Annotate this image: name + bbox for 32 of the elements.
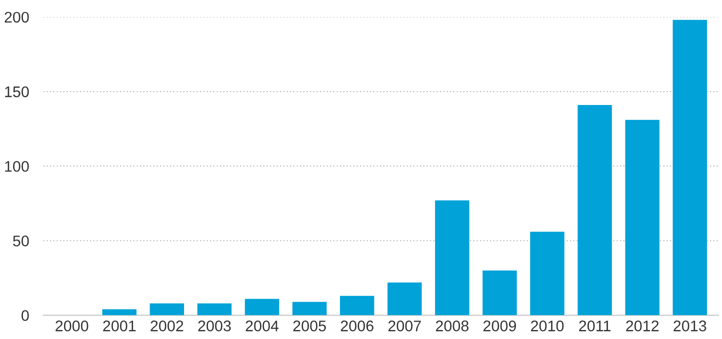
x-tick-label: 2001 — [103, 320, 136, 332]
y-tick-label: 200 — [4, 12, 29, 23]
x-tick-label: 2005 — [293, 320, 326, 332]
y-tick-label: 100 — [5, 160, 29, 172]
bar — [340, 296, 374, 316]
y-tick-label: 0 — [22, 310, 29, 321]
x-tick-label: 2007 — [388, 320, 421, 332]
x-tick-label: 2002 — [150, 320, 184, 332]
bar — [482, 270, 517, 316]
bar — [388, 282, 422, 316]
bar — [150, 303, 184, 316]
x-tick-label: 2006 — [340, 320, 374, 332]
bar — [578, 104, 612, 316]
x-tick-label: 2010 — [531, 320, 564, 332]
x-tick-label: 2003 — [198, 320, 231, 332]
bar — [197, 303, 232, 316]
x-tick-label: 2000 — [56, 320, 88, 332]
bar — [672, 20, 707, 316]
x-tick-label: 2009 — [483, 320, 516, 332]
y-tick-label: 50 — [13, 236, 29, 246]
x-tick-label: 2012 — [626, 320, 659, 332]
x-tick-label: 2008 — [436, 320, 468, 332]
bar — [102, 309, 136, 316]
y-tick-label: 150 — [5, 86, 29, 98]
bar — [244, 298, 280, 316]
x-tick-label: 2004 — [246, 320, 279, 332]
bar — [292, 302, 327, 316]
x-tick-label: 2013 — [674, 320, 706, 332]
x-tick-label: 2011 — [579, 320, 610, 332]
bar — [530, 232, 564, 316]
bar — [435, 200, 470, 316]
bar — [625, 120, 660, 316]
